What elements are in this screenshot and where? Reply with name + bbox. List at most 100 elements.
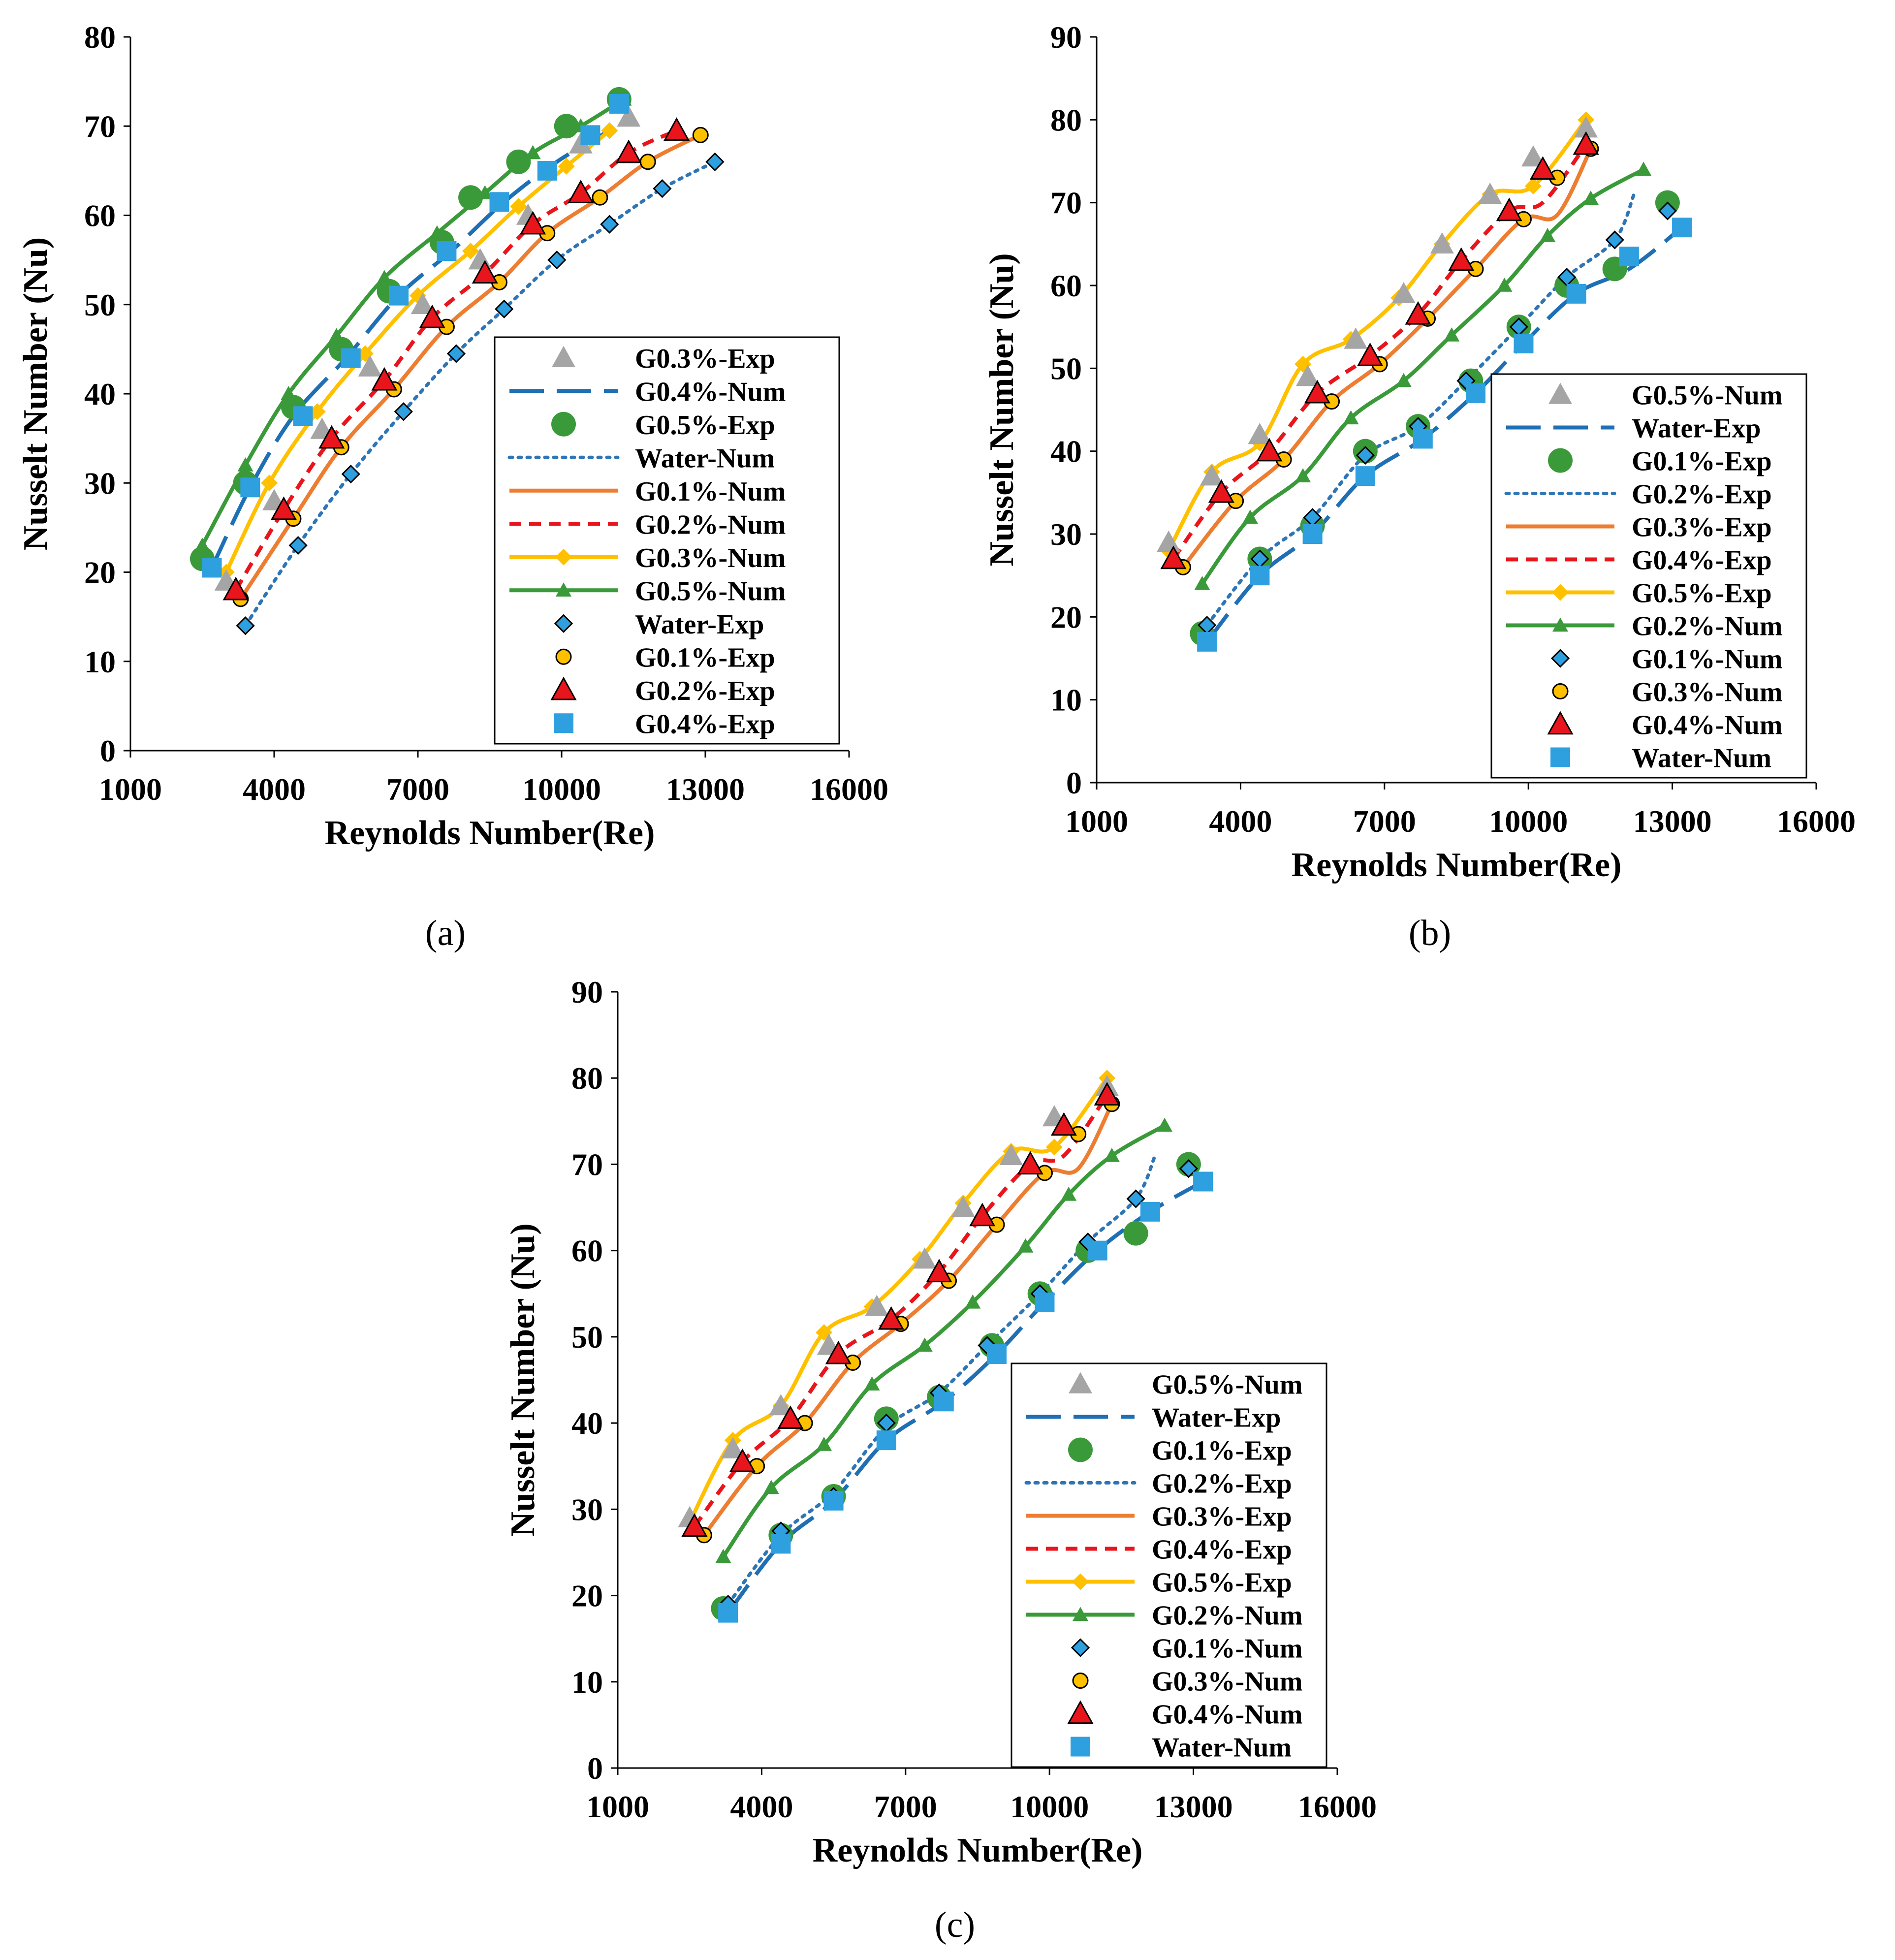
legend-swatch-g0-3pct-num-a-point-0 [555,548,572,566]
series-water-num-c-point-8 [1140,1201,1160,1222]
series-water-num-b-point-6 [1514,333,1534,353]
series-g0-4pct-exp-a-point-1 [240,477,260,498]
y-tick-label-b-0: 0 [1066,765,1082,800]
y-tick-label-c-4: 40 [571,1406,603,1441]
series-water-exp-a-point-7 [600,215,619,234]
series-g0-2pct-num-b-line [1200,167,1645,585]
series-g0-4pct-exp-c-line [693,1094,1109,1528]
series-lines-a [194,91,717,628]
series-g0-2pct-num-b-markers [1194,161,1652,590]
series-water-num-c-point-6 [1035,1292,1055,1312]
y-tick-label-b-8: 80 [1050,102,1082,137]
legend-item-g0-3pct-num-b: G0.3%-Num [1552,677,1782,708]
plot-area-a [190,87,725,635]
legend-item-g0-1pct-num-a: G0.1%-Num [509,476,786,507]
legend-label-water-exp-a: Water-Exp [635,609,764,640]
series-g0-2pct-num-b-point-8 [1582,190,1599,205]
x-tick-label-c-4: 13000 [1154,1789,1233,1824]
legend-label-g0-3pct-exp-c: G0.3%-Exp [1152,1502,1292,1532]
series-g0-4pct-num-c-point-2 [777,1405,804,1429]
series-g0-2pct-exp-a-point-6 [520,211,546,235]
series-g0-2pct-num-b-point-9 [1636,161,1652,176]
series-g0-2pct-num-c-point-9 [1157,1117,1173,1132]
series-g0-4pct-exp-a-point-7 [537,160,557,181]
x-tick-label-a-1: 4000 [243,772,306,807]
legend-item-g0-1pct-exp-b: G0.1%-Exp [1548,446,1772,477]
series-water-num-c-point-9 [1193,1171,1213,1192]
series-g0-1pct-num-b-point-8 [1605,230,1624,250]
series-g0-3pct-exp-b-line [1181,148,1593,569]
legend-item-g0-2pct-num-b: G0.2%-Num [1506,611,1782,642]
axes-b: 0 10 20 30 40 50 60 70 80 90 1000 4000 7000 10000 1300… [983,20,1856,884]
legend-label-g0-4pct-num-a: G0.4%-Num [635,377,786,407]
legend-item-g0-1pct-num-c: G0.1%-Num [1071,1634,1302,1664]
series-g0-2pct-num-c-point-0 [715,1549,731,1563]
y-tick-label-a-1: 10 [84,644,116,679]
legend-item-g0-2pct-exp-b: G0.2%-Exp [1504,479,1772,510]
legend-label-g0-5pct-exp-b: G0.5%-Exp [1632,578,1772,609]
series-g0-1pct-exp-a-point-9 [692,126,709,143]
series-g0-5pct-num-b-point-1 [1200,464,1224,486]
series-g0-3pct-num-a-point-5 [462,243,479,259]
series-g0-5pct-num-b-markers [1157,116,1598,552]
legend-label-g0-5pct-exp-a: G0.5%-Exp [635,410,775,441]
series-g0-2pct-exp-b-line [1205,192,1636,627]
series-g0-4pct-num-a-line [210,128,611,569]
series-g0-5pct-num-b-point-5 [1391,282,1416,304]
legend-swatch-g0-5pct-num-c-point-0 [1069,1372,1092,1393]
legend-swatch-g0-4pct-exp-a-point-0 [554,713,573,733]
series-g0-5pct-num-b-point-3 [1295,365,1320,386]
legend-item-g0-4pct-num-a: G0.4%-Num [509,377,786,407]
legend-item-g0-5pct-num-c: G0.5%-Num [1069,1370,1302,1400]
x-tick-label-b-2: 7000 [1353,804,1416,839]
series-g0-2pct-num-c-point-6 [1017,1238,1034,1253]
legend-label-g0-4pct-exp-a: G0.4%-Exp [635,709,775,739]
legend-label-g0-4pct-exp-c: G0.4%-Exp [1152,1535,1292,1565]
y-tick-label-a-8: 80 [84,20,116,55]
x-tick-label-b-5: 16000 [1777,804,1856,839]
series-g0-4pct-num-b-markers [1160,131,1599,569]
series-g0-4pct-num-c-point-1 [729,1448,756,1472]
legend-label-g0-5pct-num-a: G0.5%-Num [635,576,786,606]
plot-area-b [1157,111,1692,652]
y-tick-label-c-0: 0 [587,1751,603,1786]
series-g0-1pct-num-a-line [239,133,702,601]
series-water-exp-a-point-3 [394,402,413,421]
series-g0-2pct-exp-a-point-2 [318,425,345,449]
series-g0-5pct-num-b-point-2 [1248,423,1272,444]
legend-item-g0-4pct-exp-a: G0.4%-Exp [554,709,775,739]
series-g0-4pct-num-b-point-9 [1573,131,1599,155]
series-water-num-c-markers [718,1171,1213,1623]
legend-swatch-g0-1pct-exp-c-point-0 [1068,1437,1093,1462]
series-g0-4pct-exp-a-point-8 [580,125,600,145]
legend-c: G0.5%-NumWater-ExpG0.1%-ExpG0.2%-ExpG0.3… [1011,1362,1327,1768]
series-g0-5pct-exp-a-point-6 [458,185,483,210]
series-water-num-c-point-5 [986,1344,1007,1364]
series-g0-4pct-num-b-point-2 [1256,438,1283,462]
legend-item-g0-4pct-exp-b: G0.4%-Exp [1506,545,1772,576]
series-g0-2pct-num-c-point-1 [763,1480,779,1494]
series-g0-5pct-num-b-point-9 [1574,116,1598,138]
series-g0-1pct-num-b-point-9 [1658,201,1677,221]
legend-label-g0-4pct-num-b: G0.4%-Num [1632,710,1782,741]
series-g0-2pct-num-c-point-3 [864,1376,880,1391]
y-tick-label-a-5: 50 [84,287,116,322]
series-g0-1pct-num-c-point-9 [1179,1159,1198,1178]
series-g0-2pct-num-b-point-6 [1496,278,1513,292]
legend-label-g0-3pct-num-b: G0.3%-Num [1632,677,1782,708]
series-water-num-c-point-2 [823,1490,844,1511]
series-water-num-c-point-3 [876,1430,896,1451]
series-g0-5pct-num-c-point-1 [721,1437,745,1458]
x-tick-label-a-5: 16000 [810,772,888,807]
legend-item-g0-3pct-num-c: G0.3%-Num [1072,1667,1302,1697]
legend-item-g0-3pct-exp-c: G0.3%-Exp [1026,1502,1292,1532]
legend-swatch-g0-2pct-exp-a-point-0 [550,676,577,700]
series-g0-4pct-exp-a-point-0 [202,558,222,578]
series-g0-4pct-exp-a-point-6 [489,192,509,212]
legend-label-water-exp-c: Water-Exp [1152,1403,1281,1433]
legend-item-g0-5pct-exp-b: G0.5%-Exp [1506,578,1772,609]
y-tick-label-c-1: 10 [571,1665,603,1700]
legend-item-g0-4pct-exp-c: G0.4%-Exp [1026,1535,1292,1565]
x-axis-title-a: Reynolds Number(Re) [325,814,655,852]
